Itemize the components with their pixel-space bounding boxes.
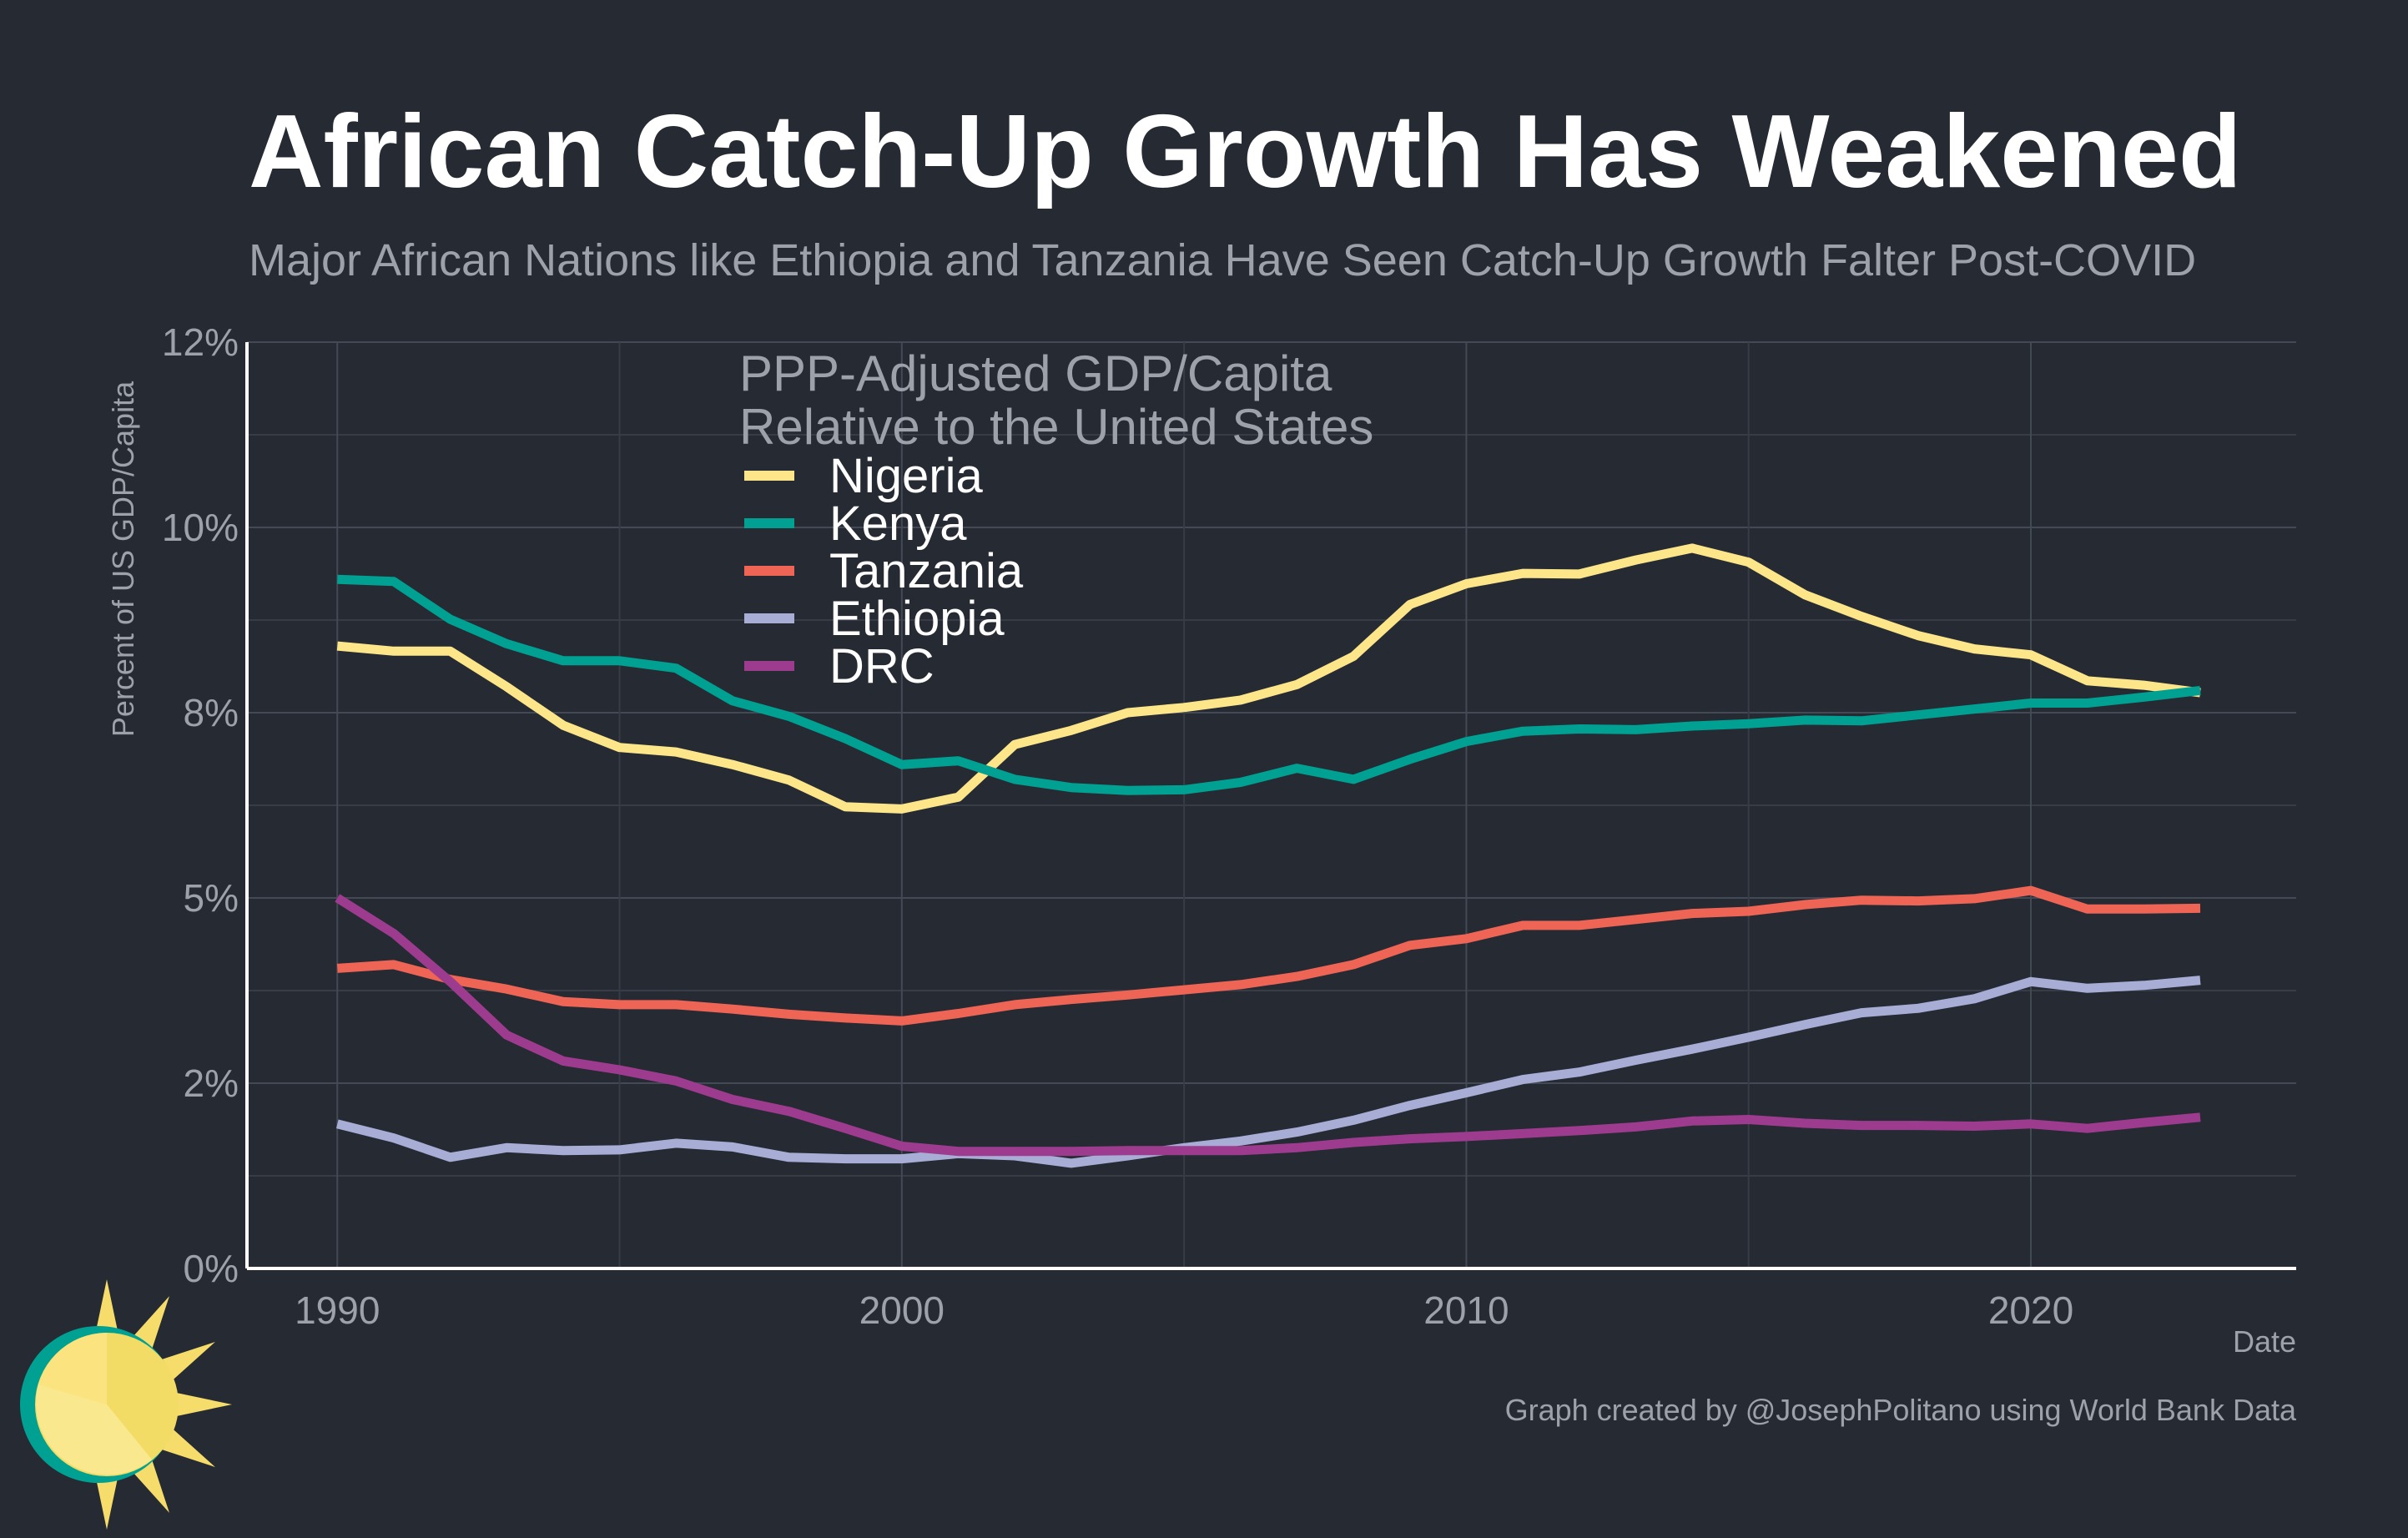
series-line-nigeria xyxy=(336,543,2201,814)
y-tick-label: 8% xyxy=(184,691,239,734)
legend-label-kenya: Kenya xyxy=(829,497,967,551)
source-caption: Graph created by @JosephPolitano using W… xyxy=(1505,1393,2297,1427)
legend-title-line-2: Relative to the United States xyxy=(739,399,1373,455)
x-tick-label: 2010 xyxy=(1423,1288,1509,1332)
chart-title: African Catch-Up Growth Has Weakened xyxy=(249,94,2242,209)
sun-logo xyxy=(20,1279,232,1530)
y-tick-label: 12% xyxy=(162,320,239,364)
legend-label-nigeria: Nigeria xyxy=(829,449,983,503)
sun-ray xyxy=(93,1279,120,1341)
series-line-tanzania xyxy=(336,885,2201,1026)
y-tick-label: 0% xyxy=(184,1247,239,1290)
legend: PPP-Adjusted GDP/Capita Relative to the … xyxy=(739,345,1373,693)
legend-label-drc: DRC xyxy=(829,639,934,693)
y-tick-labels: 0% 2% 5% 8% 10% 12% xyxy=(162,320,239,1290)
sun-ray xyxy=(170,1391,232,1418)
series-line-kenya xyxy=(337,574,2201,795)
axes xyxy=(245,342,2296,1270)
x-tick-label: 2000 xyxy=(859,1288,945,1332)
x-axis-label: Date xyxy=(2233,1324,2296,1359)
legend-label-ethiopia: Ethiopia xyxy=(829,592,1005,646)
y-tick-label: 5% xyxy=(184,876,239,920)
series-line-drc xyxy=(335,894,2201,1157)
y-tick-label: 2% xyxy=(184,1061,239,1105)
sun-ray xyxy=(93,1468,120,1530)
sun-highlight-lower xyxy=(36,1384,152,1475)
series-layer xyxy=(335,543,2201,1168)
legend-label-tanzania: Tanzania xyxy=(829,544,1024,598)
y-tick-label: 10% xyxy=(162,506,239,549)
series-line-ethiopia xyxy=(335,976,2201,1168)
sun-highlight xyxy=(38,1333,107,1404)
x-tick-labels: 1990 2000 2010 2020 xyxy=(295,1288,2073,1332)
chart-subtitle: Major African Nations like Ethiopia and … xyxy=(249,235,2196,285)
x-tick-label: 2020 xyxy=(1988,1288,2073,1332)
legend-title-line-1: PPP-Adjusted GDP/Capita xyxy=(739,345,1332,401)
x-tick-label: 1990 xyxy=(295,1288,380,1332)
y-axis-label: Percent of US GDP/Capita xyxy=(106,381,140,737)
